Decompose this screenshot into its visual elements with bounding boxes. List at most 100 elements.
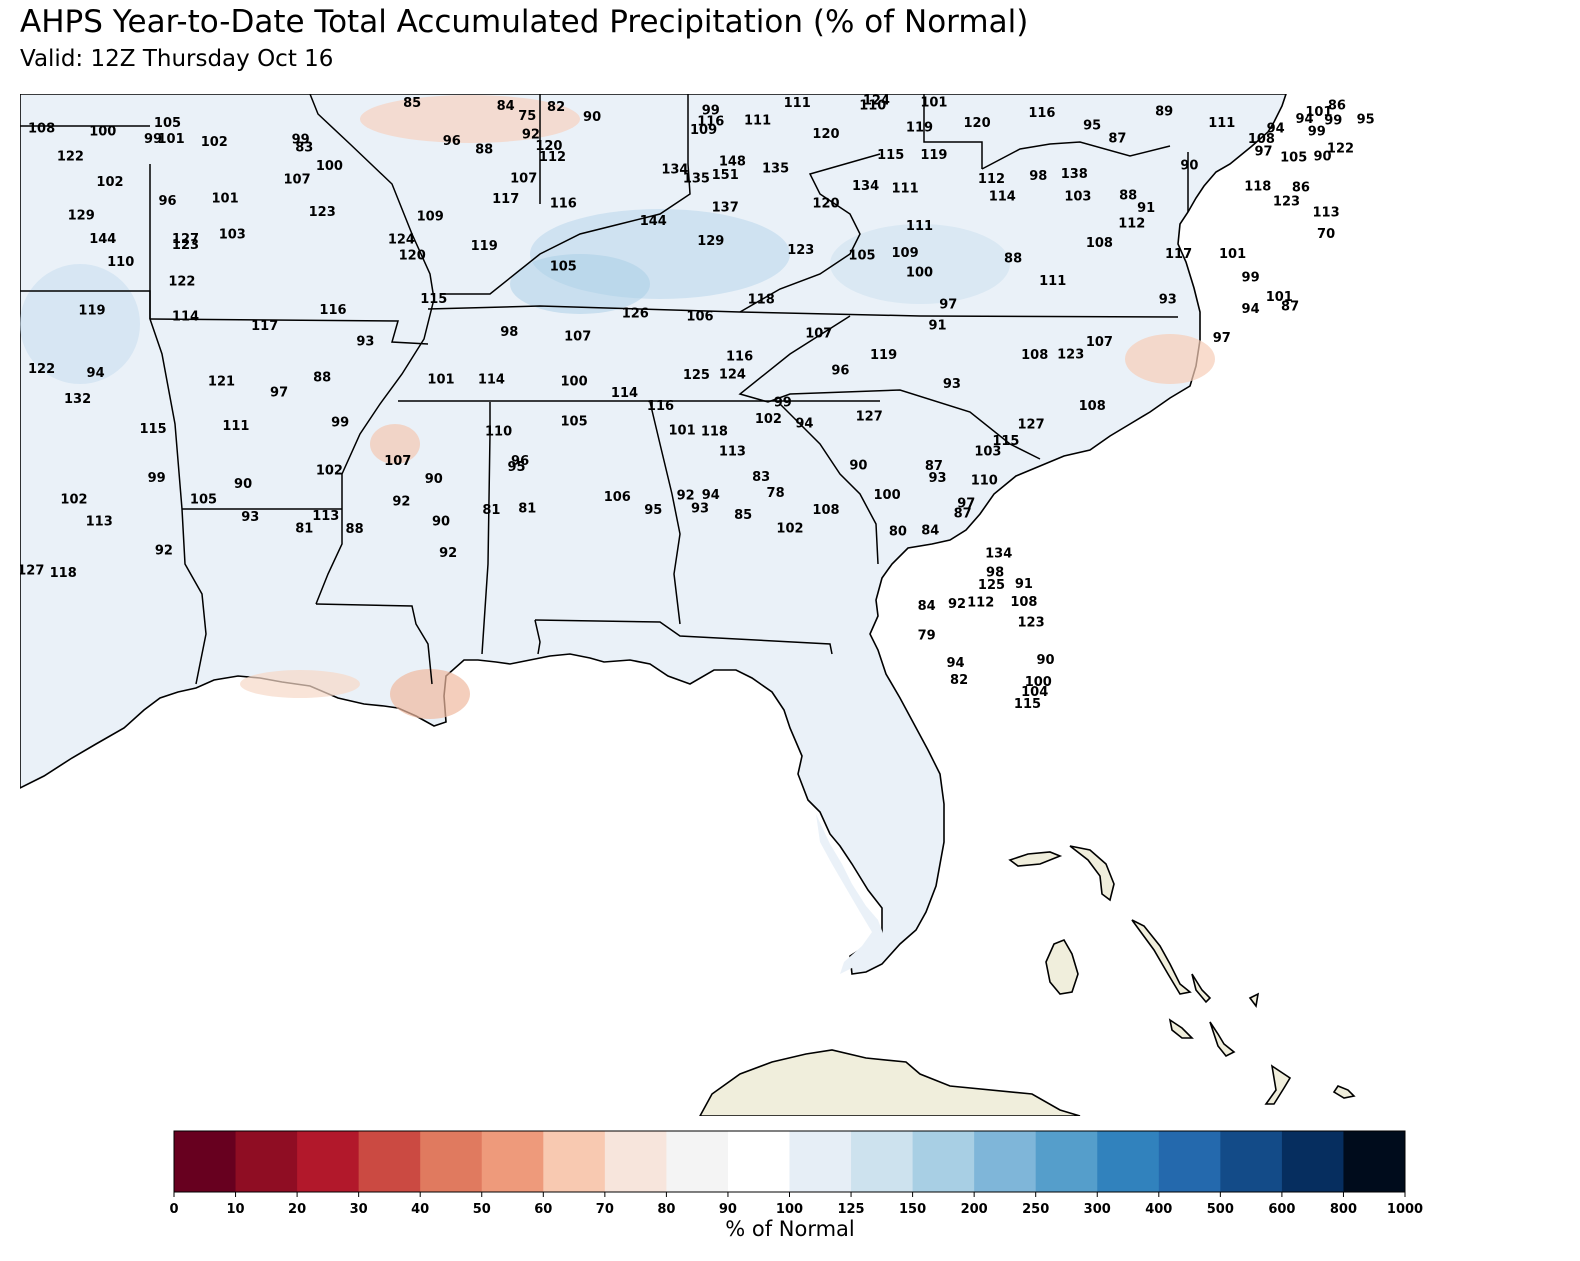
station-value-label: 103 [1064,189,1091,204]
station-value-label: 134 [661,162,688,177]
station-value-label: 101 [212,191,239,206]
station-value-label: 96 [443,134,461,149]
station-value-label: 99 [144,132,162,147]
station-value-label: 103 [219,227,246,242]
station-value-label: 102 [316,463,343,478]
colorbar-swatch [297,1131,360,1192]
station-value-label: 94 [702,488,720,503]
station-value-label: 80 [889,525,907,540]
station-value-label: 83 [752,470,770,485]
inagua-island [1264,1064,1292,1105]
station-value-label: 122 [28,362,55,377]
station-value-label: 97 [1254,144,1272,159]
station-value-label: 82 [547,100,565,115]
colorbar-tick-label: 50 [473,1202,491,1217]
station-value-label: 99 [148,471,166,486]
map-title: AHPS Year-to-Date Total Accumulated Prec… [20,4,1029,40]
station-value-label: 120 [964,116,991,131]
station-value-label: 91 [928,318,946,333]
colorbar-ticks: 0 10 20 30 40 50 60 70 80 90 100 125 150 200 250 300 400… [169,1192,1423,1217]
dry-anomaly-patch [370,424,420,464]
station-value-label: 124 [719,367,746,382]
station-value-label: 120 [812,127,839,142]
station-value-label: 99 [1242,271,1260,286]
station-value-label: 116 [697,115,724,130]
colorbar-swatch [912,1131,975,1192]
colorbar-swatch [727,1131,790,1192]
station-value-label: 91 [1137,201,1155,216]
dry-anomaly-patch [1125,334,1215,384]
station-value-label: 118 [748,293,775,308]
station-value-label: 87 [925,459,943,474]
station-value-label: 144 [89,232,116,247]
station-value-label: 109 [892,246,919,261]
station-value-label: 116 [726,349,753,364]
station-value-label: 106 [604,490,631,505]
colorbar-swatch [604,1131,667,1192]
station-value-label: 99 [702,104,720,119]
colorbar-tick-label: 70 [596,1202,614,1217]
station-value-label: 123 [787,243,814,258]
colorbar-tick-label: 40 [411,1202,429,1217]
station-value-label: 97 [1213,331,1231,346]
colorbar-tick-label: 90 [719,1202,737,1217]
station-value-label: 97 [939,298,957,313]
colorbar-label: % of Normal [725,1217,855,1241]
station-value-label: 87 [1108,131,1126,146]
station-value-label: 107 [510,171,537,186]
station-value-label: 117 [251,319,278,334]
station-value-label: 92 [948,597,966,612]
station-value-label: 93 [241,510,259,525]
station-value-label: 96 [831,364,849,379]
boundary-tx-la-sabine [181,508,207,685]
long-island-bahamas [1209,1021,1236,1058]
station-value-label: 119 [471,239,498,254]
station-value-label: 127 [20,563,44,578]
station-value-label: 132 [64,392,91,407]
eleuthera-island [1131,919,1192,995]
station-value-label: 108 [1021,348,1048,363]
station-value-label: 99 [331,416,349,431]
station-value-label: 92 [392,494,410,509]
station-value-label: 125 [683,368,710,383]
station-value-label: 124 [388,233,415,248]
florida-peninsula [816,814,884,974]
station-value-label: 101 [1266,290,1293,305]
station-value-label: 100 [316,159,343,174]
station-value-label: 100 [1025,675,1052,690]
boundary-ok-tx-red-river [20,290,183,510]
conus-land-shaded [20,94,1287,975]
station-value-label: 89 [1155,104,1173,119]
colorbar-swatch [174,1131,237,1192]
station-value-label: 100 [874,488,901,503]
station-value-label: 104 [1021,685,1048,700]
station-value-label: 103 [974,445,1001,460]
colorbar-swatch [481,1131,544,1192]
colorbar-swatch [851,1131,914,1192]
boundary-al-ga [649,401,681,625]
station-value-label: 120 [399,249,426,264]
station-value-label: 92 [677,489,695,504]
colorbar-tick-label: 20 [288,1202,306,1217]
colorbar-tick-label: 800 [1330,1202,1357,1217]
station-value-label: 122 [168,275,195,290]
station-value-label: 117 [1165,247,1192,262]
station-value-label: 115 [1014,697,1041,712]
colorbar-swatch [543,1131,606,1192]
station-value-label: 114 [478,373,505,388]
boundary-fl-al-perdido [534,619,541,655]
station-value-label: 123 [1273,195,1300,210]
station-value-label: 135 [762,162,789,177]
station-value-label: 102 [755,412,782,427]
station-value-label: 90 [432,514,450,529]
station-value-label: 108 [28,122,55,137]
station-value-label: 111 [1039,274,1066,289]
station-value-label: 101 [158,132,185,147]
station-value-label: 87 [954,507,972,522]
boundary-la-ms [315,603,433,685]
station-value-label: 135 [683,171,710,186]
station-value-label: 106 [686,309,713,324]
station-value-label: 102 [776,522,803,537]
station-value-label: 107 [805,327,832,342]
